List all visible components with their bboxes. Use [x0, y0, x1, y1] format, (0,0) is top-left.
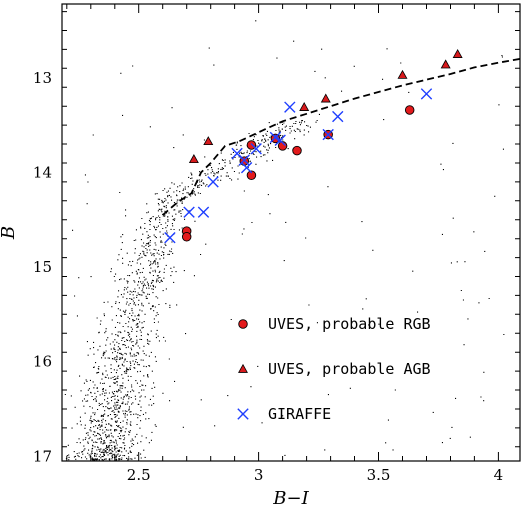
y-tick-label: 14: [33, 163, 52, 181]
triangle-point: [452, 49, 463, 58]
circle-point: [181, 232, 192, 242]
x-tick-label: 2.5: [127, 466, 151, 484]
cross-point: [207, 176, 219, 188]
triangle-point: [203, 136, 214, 146]
cross-point: [284, 101, 296, 113]
cross-point: [197, 206, 210, 218]
circle-point: [404, 105, 415, 115]
legend-label: UVES, probable AGB: [268, 360, 431, 378]
triangle-point: [299, 102, 310, 111]
x-tick-label: 3: [254, 466, 264, 484]
legend-label: UVES, probable RGB: [268, 315, 431, 333]
y-tick-label: 13: [33, 69, 52, 87]
cross-point: [322, 128, 334, 141]
triangle-point: [440, 59, 451, 69]
circle-point: [246, 170, 257, 181]
cross-point: [183, 206, 195, 218]
tick-marks: [62, 4, 520, 461]
cross-point: [164, 232, 176, 244]
series-cross: [164, 88, 433, 244]
x-axis-label: B−I: [272, 488, 309, 509]
legend-label: GIRAFFE: [268, 405, 331, 423]
legend: UVES, probable RGB UVES, probable AGB GIRA…: [237, 315, 431, 423]
legend-circle-marker: [238, 319, 248, 329]
cross-point: [240, 161, 253, 174]
isochrone-layer: [162, 58, 521, 216]
legend-triangle-marker: [238, 363, 248, 373]
marker-layer: [164, 49, 463, 244]
circle-point: [292, 145, 302, 156]
cross-point: [238, 154, 250, 166]
y-axis-label: B: [0, 226, 19, 240]
circle-point: [246, 140, 257, 150]
x-tick-label: 3.5: [367, 466, 391, 484]
cross-point: [420, 88, 433, 100]
cross-point: [250, 143, 262, 155]
axis-ticks: [62, 4, 520, 461]
series-triangle: [188, 49, 463, 164]
y-tick-label: 16: [33, 353, 52, 371]
circle-point: [277, 141, 288, 151]
field-star-points: [64, 20, 505, 461]
isochrone-line: [162, 58, 521, 216]
cross-point: [332, 110, 344, 123]
field-stars: [64, 20, 505, 461]
y-tick-label: 15: [33, 258, 52, 276]
plot-frame: [61, 3, 521, 462]
cross-point: [274, 134, 286, 146]
y-tick-label: 17: [33, 447, 52, 465]
tick-labels: 2.5 3 3.5 4 13 14 15 16 17: [33, 69, 503, 484]
triangle-point: [320, 93, 331, 103]
x-tick-label: 4: [494, 466, 504, 484]
triangle-point: [188, 154, 199, 164]
triangle-point: [397, 69, 408, 79]
legend-cross-marker: [237, 408, 249, 420]
